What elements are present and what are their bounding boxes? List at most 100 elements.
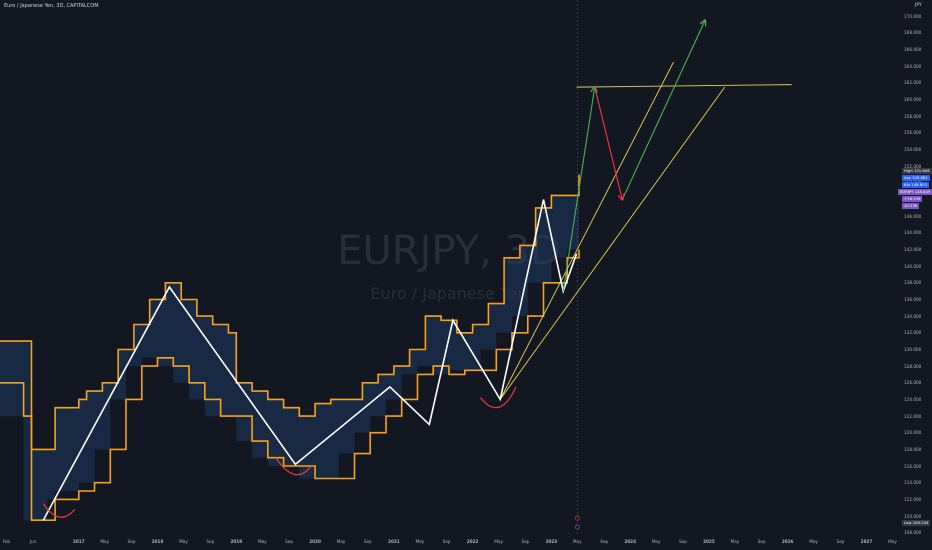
- price-tick: 140.000: [904, 263, 922, 269]
- time-tick: 2022: [466, 539, 479, 544]
- low-tag: Low 109.294: [902, 520, 931, 526]
- time-tick: Sep: [442, 539, 451, 544]
- time-tick: 2018: [151, 539, 164, 544]
- bull-arrow-1: [562, 87, 595, 292]
- time-tick: May: [494, 539, 503, 544]
- high-tag: High 151.606: [902, 168, 932, 174]
- price-tick: 114.000: [904, 480, 922, 486]
- price-tick: 132.000: [904, 330, 922, 336]
- time-tick: Sep: [757, 539, 766, 544]
- time-tick: Feb: [2, 539, 11, 544]
- price-tick: 160.000: [904, 97, 922, 103]
- time-tick: 2026: [781, 539, 794, 544]
- event-marker-2: [574, 524, 580, 530]
- price-tick: 128.000: [904, 363, 922, 369]
- time-tick: Sep: [678, 539, 687, 544]
- price-tick: 122.000: [904, 413, 922, 419]
- price-tick: 116.000: [904, 463, 922, 469]
- price-tick: 152.000: [904, 163, 922, 169]
- time-tick: May: [888, 539, 897, 544]
- bull-arrow-2: [621, 20, 705, 200]
- currency-label: JPY: [915, 3, 922, 8]
- time-tick: 2021: [388, 539, 400, 544]
- price-tick: 118.000: [904, 446, 922, 452]
- price-tick: 134.000: [904, 313, 922, 319]
- price-tick: 136.000: [904, 296, 922, 302]
- time-tick: May: [100, 539, 110, 544]
- price-tick: 142.000: [904, 247, 922, 252]
- price-tick: 120.000: [904, 430, 922, 436]
- channel-lower-line: [0, 249, 580, 521]
- price-axis[interactable]: 170.000 168.000 166.000 164.000 162.000 160.0…: [898, 0, 932, 536]
- time-tick: 2019: [230, 539, 243, 544]
- time-tick: Sep: [285, 539, 294, 544]
- low-tag-label: Low: [904, 520, 912, 525]
- time-tick: 2023: [545, 539, 558, 544]
- bid-tag-label: Bid: [904, 182, 911, 187]
- time-tick: Sep: [363, 539, 372, 544]
- time-tick: May: [179, 539, 188, 544]
- last-price-label: EURJPY: [900, 189, 914, 194]
- price-tick: 154.000: [904, 147, 922, 153]
- price-tick: 108.000: [904, 530, 922, 536]
- event-marker-1: [574, 515, 580, 521]
- time-tick: May: [573, 539, 582, 544]
- bid-tag: Bid 148.853: [902, 182, 929, 188]
- ask-tag-value: 148.882: [912, 175, 928, 180]
- price-tick: 126.000: [904, 380, 922, 386]
- timer-tag: 1d 23h: [902, 203, 920, 209]
- time-tick: Sep: [206, 539, 215, 544]
- support-arc-3: [480, 386, 517, 409]
- last-price-value: 148.849: [914, 189, 931, 194]
- time-tick: Sep: [836, 539, 845, 544]
- ask-tag-label: Ask: [904, 175, 911, 180]
- time-axis[interactable]: Feb Jun 2017 May Sep 2018 May Sep 2019 May Sep 2020…: [0, 536, 898, 550]
- support-arc-1: [42, 503, 76, 518]
- time-tick: May: [415, 539, 425, 544]
- low-tag-value: 109.294: [912, 520, 929, 525]
- time-tick: May: [651, 539, 661, 544]
- zigzag-line: [42, 199, 578, 521]
- trendline-1: [499, 61, 674, 400]
- price-tick: 164.000: [904, 63, 922, 69]
- bear-arrow: [594, 86, 623, 199]
- time-tick: 2024: [624, 539, 636, 544]
- price-tick: 146.000: [904, 213, 922, 219]
- timer-value: 1d 23h: [904, 203, 918, 208]
- channel-ribbon: [0, 174, 579, 521]
- change-value: +16.159: [904, 196, 921, 201]
- time-tick: May: [336, 539, 346, 544]
- price-tick: 158.000: [904, 113, 922, 119]
- price-tick: 156.000: [904, 130, 922, 136]
- high-tag-value: 151.606: [913, 168, 930, 173]
- time-tick: Jun: [29, 539, 37, 544]
- high-tag-label: High: [904, 168, 913, 173]
- time-tick: Sep: [127, 539, 136, 544]
- price-tick: 130.000: [904, 346, 922, 352]
- price-tick: 124.000: [904, 396, 922, 402]
- time-tick: 2020: [309, 539, 321, 544]
- time-tick: Sep: [600, 539, 609, 544]
- bid-tag-value: 148.853: [911, 182, 927, 187]
- time-tick: 2027: [860, 539, 873, 544]
- price-tick: 144.000: [904, 230, 922, 236]
- time-tick: Sep: [521, 539, 530, 544]
- time-tick: May: [257, 539, 267, 544]
- trendline-3: [576, 84, 792, 88]
- price-tick: 110.000: [904, 513, 922, 519]
- price-tick: 112.000: [904, 496, 922, 502]
- chart-plot[interactable]: [0, 0, 898, 536]
- time-tick: May: [809, 539, 819, 544]
- time-tick: May: [730, 539, 740, 544]
- price-tick: 162.000: [904, 80, 922, 86]
- time-tick: 2025: [703, 539, 715, 544]
- chart-title: Euro / Japanese Yen, 3D, CAPITALCOM: [4, 3, 99, 9]
- time-tick: 2017: [72, 539, 85, 544]
- channel-upper-line: [0, 174, 580, 451]
- price-tick: 168.000: [904, 30, 922, 36]
- ask-tag: Ask 148.882: [902, 175, 930, 181]
- last-price-tag: EURJPY 148.849: [898, 189, 932, 195]
- price-tick: 170.000: [904, 13, 922, 19]
- change-tag: +16.159: [902, 196, 923, 202]
- trendline-2: [499, 86, 726, 400]
